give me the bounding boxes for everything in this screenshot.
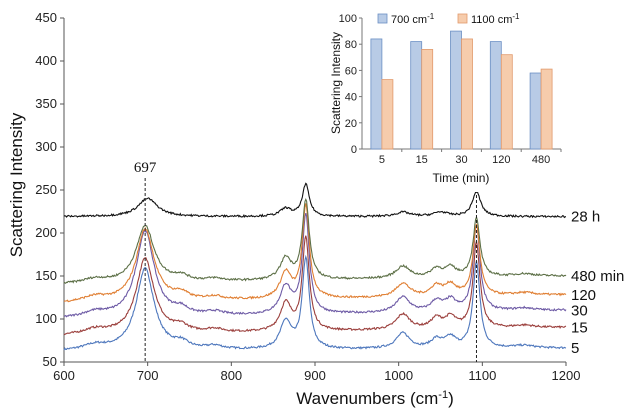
y-tick-label: 400 <box>35 53 57 68</box>
y-tick-label: 300 <box>35 139 57 154</box>
inset-bar <box>410 41 423 150</box>
inset-bar <box>450 30 462 150</box>
x-tick-label: 800 <box>220 368 242 383</box>
inset-bar <box>489 41 502 150</box>
spectrum-line <box>63 235 567 336</box>
x-tick-label: 900 <box>304 368 326 383</box>
legend-label: 700 cm-1 <box>391 12 435 26</box>
inset-y-tick-label: 20 <box>345 118 357 130</box>
x-tick-label: 1200 <box>552 368 581 383</box>
inset-y-tick-label: 0 <box>351 144 357 156</box>
x-tick-label: 600 <box>53 368 75 383</box>
y-tick-label: 50 <box>43 354 57 369</box>
peak-label: 697 <box>134 160 157 176</box>
y-tick-label: 250 <box>35 182 57 197</box>
inset-y-tick-label: 100 <box>339 13 357 25</box>
inset-x-axis-title: Time (min) <box>433 171 490 185</box>
inset-bar <box>370 38 383 150</box>
inset-bar <box>461 38 473 150</box>
inset-bar <box>500 54 513 150</box>
inset-legend: 700 cm-1 1100 cm-1 <box>377 12 520 26</box>
legend-swatch <box>457 13 468 24</box>
series-label: 480 min <box>571 268 624 285</box>
inset-x-tick-label: 480 <box>532 154 550 166</box>
y-tick-label: 150 <box>35 268 57 283</box>
y-tick-label: 350 <box>35 96 57 111</box>
spectrum-line <box>63 182 567 219</box>
inset-bar <box>421 49 434 150</box>
series-label: 15 <box>571 320 588 337</box>
x-axis-title: Wavenumbers (cm-1) <box>296 389 453 408</box>
y-tick-label: 100 <box>35 311 57 326</box>
inset-x-tick-label: 5 <box>379 154 385 166</box>
inset-x-tick-label: 15 <box>416 154 428 166</box>
inset-y-tick-label: 80 <box>345 39 357 51</box>
series-label: 120 <box>571 287 596 304</box>
y-axis-title: Scattering Intensity <box>7 112 26 257</box>
legend-swatch <box>377 13 388 24</box>
spectrum-line <box>63 198 567 284</box>
inset-bar <box>381 79 394 150</box>
inset-x-tick-label: 30 <box>455 154 467 166</box>
inset-bar-chart: 0 20 40 60 80 100 5 15 30 120 480 700 cm-1 1100 cm-… <box>328 2 574 192</box>
spectrum-line <box>63 254 567 351</box>
inset-y-tick-label: 40 <box>345 92 357 104</box>
inset-y-axis-title: Scattering Intensity <box>329 32 343 134</box>
x-tick-label: 1000 <box>384 368 413 383</box>
x-tick-label: 1100 <box>468 368 496 383</box>
series-label: 30 <box>571 302 588 319</box>
legend-label: 1100 cm-1 <box>471 12 520 26</box>
inset-y-tick-label: 60 <box>345 65 357 77</box>
inset-bar <box>529 72 542 150</box>
y-tick-label: 200 <box>35 225 57 240</box>
series-label: 5 <box>571 340 579 357</box>
inset-bar <box>540 68 553 150</box>
inset-bars <box>370 30 553 150</box>
inset-x-tick-label: 120 <box>492 154 510 166</box>
spectra-lines <box>63 182 567 351</box>
x-tick-label: 700 <box>137 368 159 383</box>
spectrum-line <box>63 203 567 303</box>
y-tick-label: 450 <box>35 10 57 25</box>
series-label: 28 h <box>571 209 600 226</box>
